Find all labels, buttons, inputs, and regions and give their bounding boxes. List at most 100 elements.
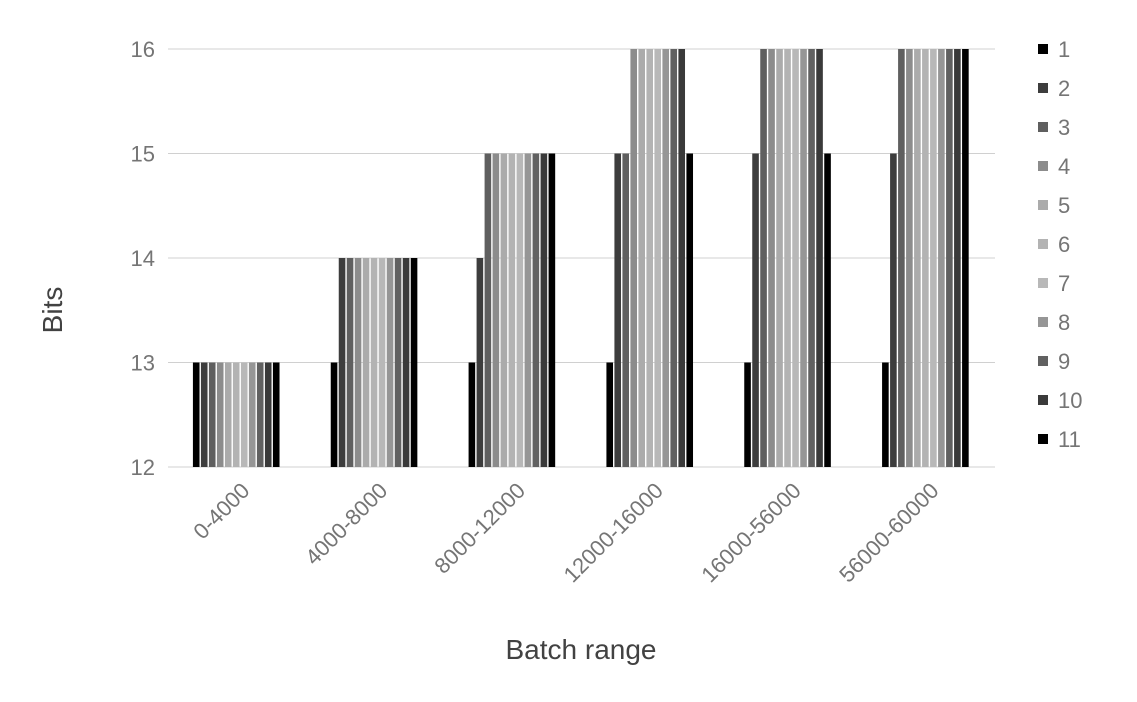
bar-series-6-56000-60000 xyxy=(922,49,929,467)
bar-series-1-56000-60000 xyxy=(882,363,889,468)
bar-series-6-16000-56000 xyxy=(784,49,791,467)
legend-swatch-1 xyxy=(1038,44,1048,54)
x-tick-label: 12000-16000 xyxy=(559,478,668,587)
bar-series-6-8000-12000 xyxy=(509,154,516,468)
legend-label-11: 11 xyxy=(1058,427,1081,452)
bar-series-2-56000-60000 xyxy=(890,154,897,468)
bar-series-8-0-4000 xyxy=(249,363,256,468)
legend-label-7: 7 xyxy=(1058,271,1070,296)
legend-label-10: 10 xyxy=(1058,388,1082,413)
bar-series-8-56000-60000 xyxy=(938,49,945,467)
bar-series-10-0-4000 xyxy=(265,363,272,468)
bar-series-3-12000-16000 xyxy=(622,154,629,468)
bar-series-5-12000-16000 xyxy=(638,49,645,467)
legend-swatch-2 xyxy=(1038,83,1048,93)
bar-series-2-16000-56000 xyxy=(752,154,759,468)
bar-series-6-12000-16000 xyxy=(646,49,653,467)
bar-series-1-16000-56000 xyxy=(744,363,751,468)
y-tick-label: 12 xyxy=(131,455,155,480)
bar-series-6-4000-8000 xyxy=(371,258,378,467)
bar-series-10-12000-16000 xyxy=(678,49,685,467)
bar-series-8-4000-8000 xyxy=(387,258,394,467)
legend-label-4: 4 xyxy=(1058,154,1070,179)
legend-swatch-6 xyxy=(1038,239,1048,249)
legend-label-1: 1 xyxy=(1058,37,1070,62)
x-tick-label: 16000-56000 xyxy=(696,478,805,587)
bar-series-11-4000-8000 xyxy=(411,258,418,467)
x-tick-label: 4000-8000 xyxy=(300,478,392,570)
y-tick-label: 16 xyxy=(131,37,155,62)
bar-series-8-8000-12000 xyxy=(525,154,532,468)
bar-series-2-12000-16000 xyxy=(614,154,621,468)
legend-swatch-5 xyxy=(1038,200,1048,210)
bar-series-7-0-4000 xyxy=(241,363,248,468)
legend-label-3: 3 xyxy=(1058,115,1070,140)
bar-series-4-0-4000 xyxy=(217,363,224,468)
bar-series-1-0-4000 xyxy=(193,363,200,468)
gridlines xyxy=(168,49,995,467)
bar-series-2-0-4000 xyxy=(201,363,208,468)
legend-label-6: 6 xyxy=(1058,232,1070,257)
x-tick-label: 56000-60000 xyxy=(834,478,943,587)
y-tick-labels: 12 13 14 15 16 xyxy=(131,37,155,480)
bar-series-2-4000-8000 xyxy=(339,258,346,467)
bar-series-9-12000-16000 xyxy=(670,49,677,467)
y-tick-label: 14 xyxy=(131,246,155,271)
bar-series-5-56000-60000 xyxy=(914,49,921,467)
bar-series-7-16000-56000 xyxy=(792,49,799,467)
x-tick-label: 0-4000 xyxy=(188,478,254,544)
bar-series-3-0-4000 xyxy=(209,363,216,468)
bar-series-7-4000-8000 xyxy=(379,258,386,467)
bar-series-11-0-4000 xyxy=(273,363,280,468)
legend-swatch-9 xyxy=(1038,356,1048,366)
bar-series-3-8000-12000 xyxy=(485,154,492,468)
legend-label-8: 8 xyxy=(1058,310,1070,335)
bar-series-1-8000-12000 xyxy=(469,363,476,468)
bar-series-9-8000-12000 xyxy=(533,154,540,468)
bar-series-9-0-4000 xyxy=(257,363,264,468)
legend: 1 2 3 4 5 6 7 8 9 10 11 xyxy=(1038,37,1082,452)
bar-series-4-4000-8000 xyxy=(355,258,362,467)
bar-series-6-0-4000 xyxy=(233,363,240,468)
x-tick-label: 8000-12000 xyxy=(429,478,530,579)
bar-series-10-56000-60000 xyxy=(954,49,961,467)
bar-series-1-12000-16000 xyxy=(606,363,613,468)
bar-series-4-8000-12000 xyxy=(493,154,500,468)
legend-label-9: 9 xyxy=(1058,349,1070,374)
bar-series-4-16000-56000 xyxy=(768,49,775,467)
bar-series-10-16000-56000 xyxy=(816,49,823,467)
bar-series-5-0-4000 xyxy=(225,363,232,468)
y-tick-label: 15 xyxy=(131,142,155,167)
y-tick-label: 13 xyxy=(131,351,155,376)
x-axis-title: Batch range xyxy=(506,634,657,665)
bar-series-3-56000-60000 xyxy=(898,49,905,467)
bar-series-7-8000-12000 xyxy=(517,154,524,468)
bar-series-11-16000-56000 xyxy=(824,154,831,468)
legend-swatch-10 xyxy=(1038,395,1048,405)
legend-swatch-7 xyxy=(1038,278,1048,288)
bar-series-4-56000-60000 xyxy=(906,49,913,467)
legend-swatch-4 xyxy=(1038,161,1048,171)
bar-series-10-8000-12000 xyxy=(541,154,548,468)
bar-series-5-16000-56000 xyxy=(776,49,783,467)
legend-label-2: 2 xyxy=(1058,76,1070,101)
bar-series-7-56000-60000 xyxy=(930,49,937,467)
bar-series-4-12000-16000 xyxy=(630,49,637,467)
x-tick-labels: 0-4000 4000-8000 8000-12000 12000-16000 1600… xyxy=(188,478,943,587)
bar-series-2-8000-12000 xyxy=(477,258,484,467)
bar-series-11-8000-12000 xyxy=(549,154,556,468)
bar-series-11-12000-16000 xyxy=(686,154,693,468)
bar-series-9-56000-60000 xyxy=(946,49,953,467)
bar-series-9-16000-56000 xyxy=(808,49,815,467)
bar-series-10-4000-8000 xyxy=(403,258,410,467)
bar-series-3-16000-56000 xyxy=(760,49,767,467)
legend-label-5: 5 xyxy=(1058,193,1070,218)
bar-series-3-4000-8000 xyxy=(347,258,354,467)
legend-swatch-11 xyxy=(1038,434,1048,444)
bar-series-11-56000-60000 xyxy=(962,49,969,467)
bar-series-8-12000-16000 xyxy=(662,49,669,467)
bar-series-7-12000-16000 xyxy=(654,49,661,467)
bar-series-5-8000-12000 xyxy=(501,154,508,468)
bar-series-1-4000-8000 xyxy=(331,363,338,468)
